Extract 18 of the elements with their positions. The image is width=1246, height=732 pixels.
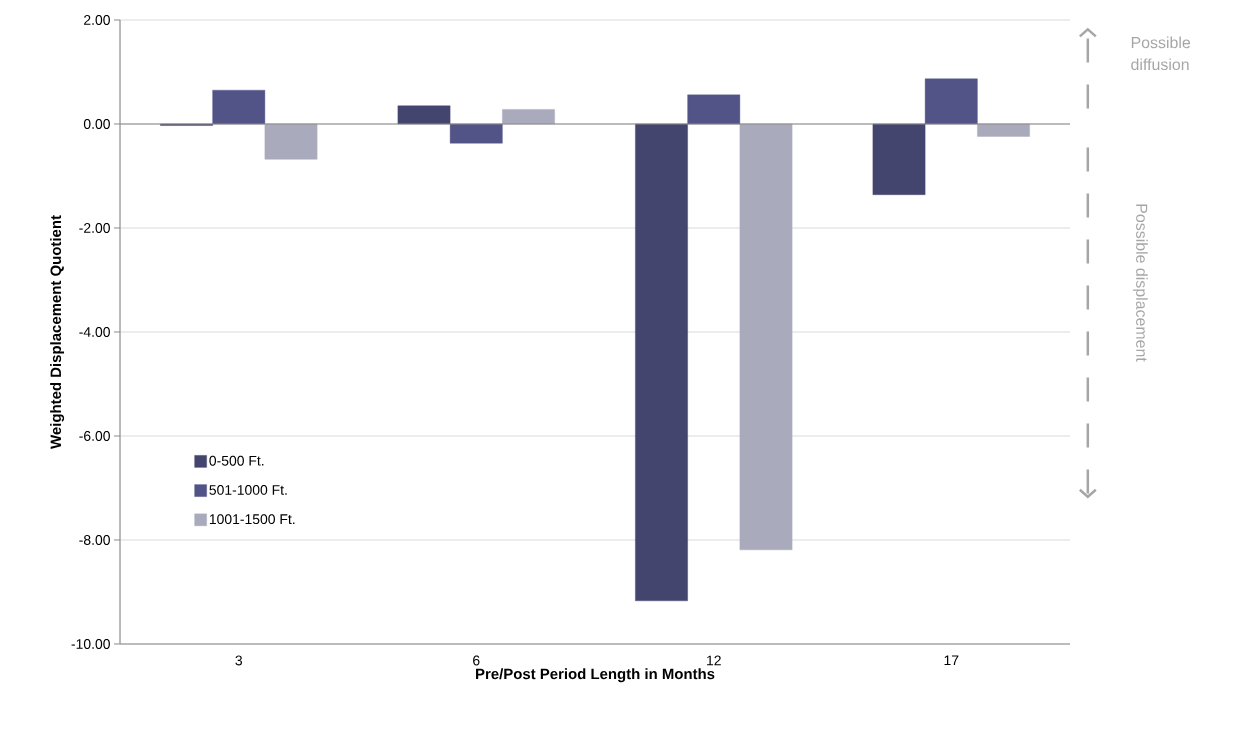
legend-label: 0-500 Ft. <box>209 455 264 466</box>
text: Possible displacement <box>1132 204 1148 362</box>
y-axis-title: Weighted Displacement Quotient <box>50 215 65 449</box>
y-tick-label: -8.00 <box>79 535 110 545</box>
x-tick-label: 17 <box>944 655 959 666</box>
legend-label: 1001-1500 Ft. <box>209 514 295 525</box>
y-tick-label: -2.00 <box>79 223 110 233</box>
text: Possible diffusion <box>1131 36 1191 71</box>
legend-label: 501-1000 Ft. <box>209 484 287 495</box>
y-tick-label: 0.00 <box>83 119 110 129</box>
y-tick-label: -6.00 <box>79 431 110 441</box>
x-tick-label: 3 <box>235 655 243 666</box>
y-tick-label: -4.00 <box>79 327 110 337</box>
y-tick-label: -10.00 <box>71 639 110 649</box>
x-axis-title: Pre/Post Period Length in Months <box>476 668 715 683</box>
y-tick-label: 2.00 <box>84 15 110 25</box>
x-tick-label: 12 <box>707 655 721 666</box>
x-tick-label: 6 <box>473 655 480 666</box>
